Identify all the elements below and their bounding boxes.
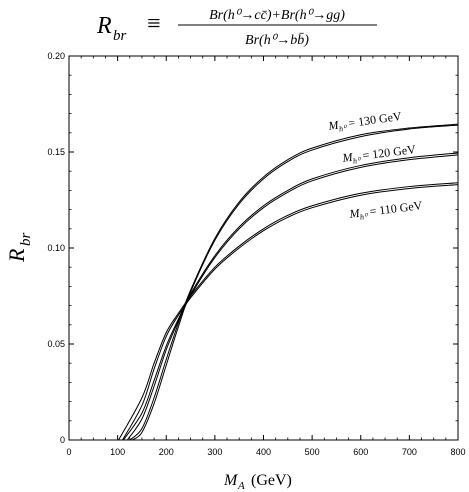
curves (118, 123, 459, 441)
x-tick-label-300: 300 (207, 447, 222, 457)
curve-label-120-value: = 120 GeV (359, 142, 417, 163)
curve-label-110-value: = 110 GeV (366, 198, 424, 219)
title-lhs: R (96, 13, 112, 39)
x-tick-label-800: 800 (450, 447, 465, 457)
x-tick-label-200: 200 (159, 447, 174, 457)
y-axis-label-main: R (4, 248, 29, 263)
curve-label-120: Mh⁰ = 120 GeV (341, 142, 417, 167)
title-numerator: Br(h⁰→cc̄)+Br(h⁰→gg) (209, 8, 345, 23)
curve-line-2 (123, 152, 459, 441)
curve-label-110-m: M (348, 206, 362, 221)
y-tick-label-2: 0.10 (47, 243, 65, 253)
x-tick-label-0: 0 (66, 447, 71, 457)
y-axis-label-subscript: br (18, 233, 34, 247)
svg-text:Mh⁰ = 110 GeV: Mh⁰ = 110 GeV (348, 198, 424, 223)
curve-label-130-sub: h⁰ (338, 123, 348, 133)
curve-label-110: Mh⁰ = 110 GeV (348, 198, 424, 223)
title-denominator: Br(h⁰→bb̄) (245, 32, 309, 48)
y-tick-label-4: 0.20 (47, 51, 65, 61)
y-axis-label: R br (4, 233, 34, 264)
title-equiv-symbol: ≡ (147, 11, 161, 37)
curve-label-120-m: M (341, 150, 355, 165)
title-lhs-subscript: br (113, 28, 127, 44)
x-tick-label-100: 100 (110, 447, 125, 457)
y-tick-label-3: 0.15 (47, 147, 65, 157)
curve-label-130-m: M (326, 118, 340, 134)
tick-labels: 0 100 200 300 400 500 600 700 800 0 0.05 0.10 0.15 0.… (47, 51, 465, 457)
curve-line-1 (131, 124, 459, 441)
x-axis-label-main: M (223, 472, 239, 489)
x-axis-label-unit: (GeV) (251, 472, 292, 489)
x-tick-label-500: 500 (305, 447, 320, 457)
x-tick-label-700: 700 (402, 447, 417, 457)
curve-line-5 (122, 184, 459, 441)
x-axis-label-subscript: A (237, 480, 245, 492)
curve-label-120-sub: h⁰ (352, 156, 362, 166)
curve-line-4 (118, 182, 459, 441)
chart-title: R br ≡ Br(h⁰→cc̄)+Br(h⁰→gg) Br(h⁰→bb̄) (96, 8, 377, 48)
curve-line-3 (126, 154, 459, 441)
x-tick-label-600: 600 (353, 447, 368, 457)
x-tick-label-400: 400 (256, 447, 271, 457)
y-tick-label-1: 0.05 (47, 339, 65, 349)
curve-label-130-value: = 130 GeV (345, 109, 403, 131)
x-axis-label: M A (GeV) (223, 472, 292, 492)
y-tick-label-0: 0 (60, 435, 65, 445)
svg-text:Mh⁰ = 120 GeV: Mh⁰ = 120 GeV (341, 142, 417, 167)
curve-line-0 (129, 123, 459, 441)
curve-label-110-sub: h⁰ (359, 212, 369, 222)
